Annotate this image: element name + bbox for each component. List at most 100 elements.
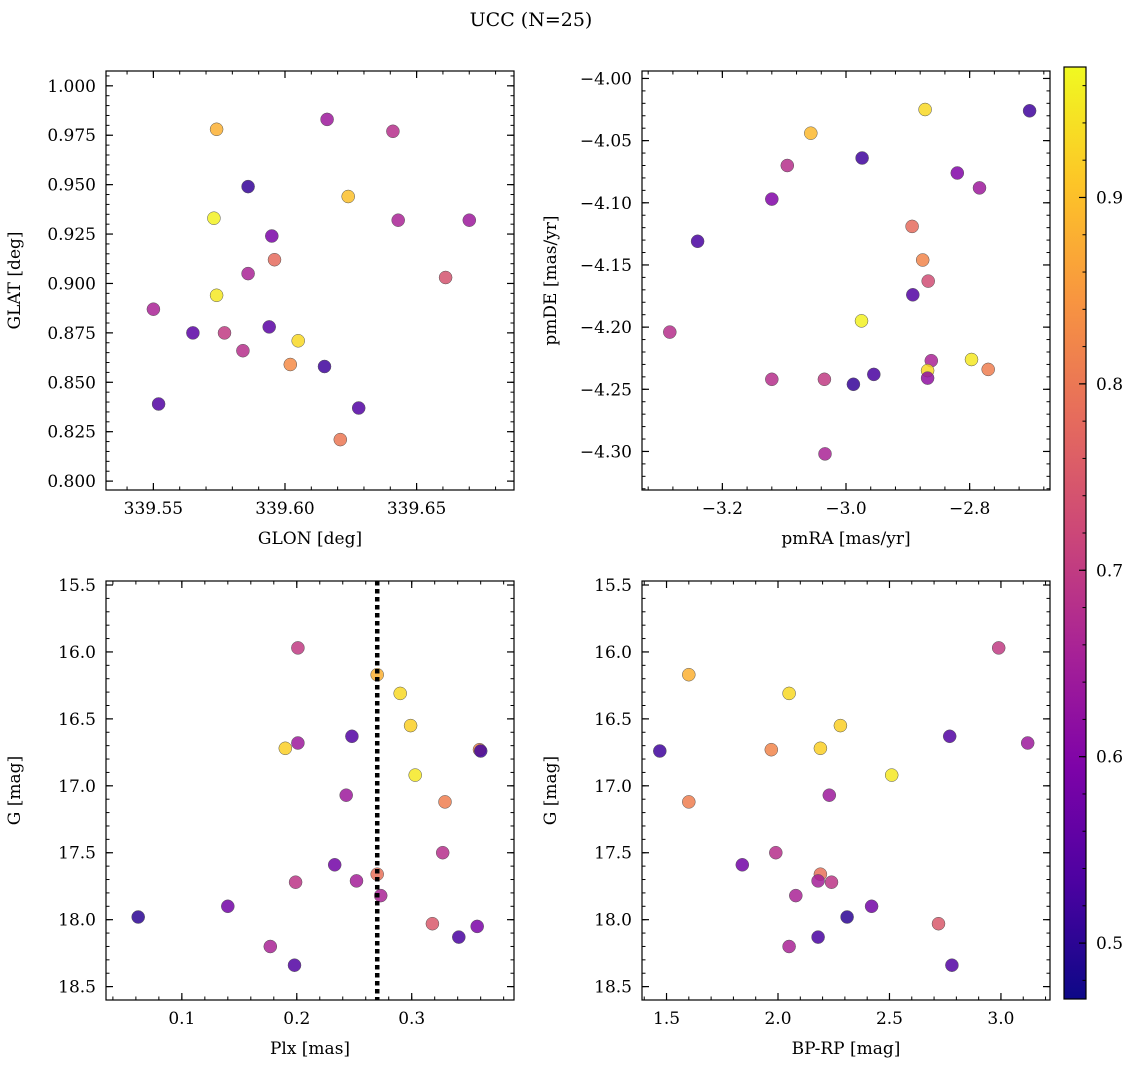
scatter-point [769,845,783,860]
scatter-point [735,858,750,872]
scatter-panel: 0.1 0.2 0.3 15.5 16.0 16.5 17.0 17.5 18.0 18.5 Plx… [5,576,515,1059]
scatter-point [146,302,161,316]
scatter-point [425,916,440,931]
y-tick-label: 15.5 [594,576,632,596]
scatter-point [884,768,899,782]
y-tick-label: 0.925 [47,225,96,245]
scatter-point [241,179,255,194]
scatter-point [663,325,677,339]
y-tick-label: 18.0 [594,911,632,931]
scatter-point [682,667,696,682]
colorbar-tick-label: 0.9 [1096,188,1123,208]
y-tick-label: 0.850 [47,373,96,393]
colorbar-tick-label: 0.5 [1096,934,1123,954]
scatter-point [931,916,946,931]
scatter-point [209,122,224,137]
x-tick-label: 2.5 [876,1009,903,1029]
axes-frame [105,580,515,1001]
axes-frame [641,580,1051,1001]
x-tick-label: −3.2 [702,499,743,519]
scatter-point [920,371,935,385]
scatter-panel: 1.5 2.0 2.5 3.0 15.5 16.0 16.5 17.0 17.5 18.0 18.5… [541,576,1051,1059]
scatter-point [186,326,200,340]
y-tick-label: 17.5 [58,844,96,864]
scatter-points [131,641,488,972]
x-tick-label: −2.8 [949,499,990,519]
scatter-point [822,788,837,802]
scatter-panel: −3.2 −3.0 −2.8 −4.30 −4.25 −4.20 −4.15 −4.10 −4.… [541,69,1051,549]
scatter-point [905,219,919,234]
scatter-point [386,124,400,139]
scatter-point [209,288,224,303]
scatter-point [267,252,282,267]
y-tick-label: −4.25 [580,380,632,400]
scatter-point [964,352,979,367]
scatter-point [981,362,995,377]
scatter-point [972,181,987,195]
scatter-point [341,189,355,204]
y-tick-label: 0.875 [47,324,96,344]
scatter-point [403,718,418,733]
scatter-points [663,102,1037,461]
scatter-point [462,213,477,227]
scatter-point [1020,736,1035,750]
y-tick-label: 18.5 [58,978,96,998]
tick-marks [106,581,514,1001]
x-tick-label: −3.0 [825,499,866,519]
scatter-point [262,320,276,334]
scatter-point [287,958,302,972]
scatter-panel: 339.55 339.60 339.65 0.800 0.825 0.850 0.875 0.… [5,70,515,549]
scatter-point [1022,104,1037,118]
y-axis-label: GLAT [deg] [5,231,25,329]
tick-marks [642,71,1050,490]
scatter-point [393,686,407,701]
scatter-point [690,234,705,249]
scatter-point [653,744,667,758]
x-tick-label: 1.5 [653,1009,680,1029]
scatter-point [780,158,795,173]
tick-marks [106,71,514,490]
x-tick-label: 0.3 [398,1009,425,1029]
scatter-point [811,874,825,888]
scatter-point [765,192,779,206]
scatter-point [327,858,342,872]
scatter-point [291,736,305,750]
scatter-point [291,641,305,655]
scatter-point [824,875,839,889]
x-axis-label: BP-RP [mag] [792,1039,901,1059]
scatter-point [942,729,957,744]
scatter-point [854,314,869,328]
y-tick-label: 16.5 [594,710,632,730]
x-tick-label: 2.0 [764,1009,791,1029]
scatter-point [470,919,484,934]
scatter-point [283,357,298,372]
y-tick-label: 16.0 [594,643,632,663]
scatter-point [291,334,305,348]
scatter-points [146,112,477,447]
scatter-point [438,795,452,809]
scatter-point [435,845,450,860]
colorbar-tick-label: 0.6 [1096,748,1123,768]
tick-marks [642,581,1050,1001]
scatter-point [221,899,235,914]
scatter-point [846,377,861,392]
scatter-point [345,729,359,744]
scatter-point [438,270,453,285]
scatter-point [241,266,255,281]
colorbar: 0.5 0.6 0.7 0.8 0.9 [1063,66,1123,1000]
scatter-point [764,742,779,757]
scatter-point [349,874,364,888]
y-axis-label: G [mag] [5,756,25,825]
y-tick-label: 17.5 [594,844,632,864]
y-tick-label: 0.975 [47,126,96,146]
scatter-point [351,401,366,415]
scatter-point [278,741,293,756]
scatter-point [373,888,388,903]
x-tick-label: 339.55 [124,499,183,519]
x-tick-label: 339.60 [255,499,314,519]
y-tick-label: 0.900 [47,274,96,294]
scatter-point [288,875,303,889]
scatter-point [867,367,881,382]
scatter-point [921,274,935,288]
scatter-point [391,213,405,227]
